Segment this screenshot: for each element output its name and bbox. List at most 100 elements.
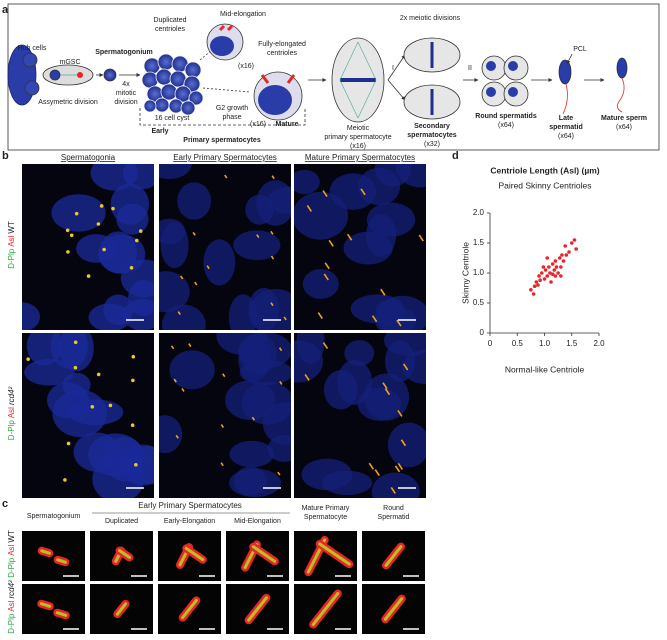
nucleus [120, 259, 154, 298]
micrograph [294, 584, 357, 634]
row-label-part: Asl [7, 407, 16, 418]
label: Early [151, 128, 168, 135]
label: (x16) [350, 143, 366, 150]
nucleus [159, 164, 192, 180]
label: (x16) [250, 121, 266, 128]
centriole [73, 365, 78, 370]
nucleus [169, 350, 215, 390]
row-label: D-Plp AslWT [7, 530, 16, 578]
label: Secondary [414, 123, 450, 130]
micrograph [22, 333, 154, 498]
nucleus [228, 294, 258, 330]
label: Mature Primary [302, 505, 350, 512]
y-axis-label: Skinny Centriole [460, 242, 470, 304]
y-tick-label: 2.0 [473, 208, 485, 217]
point [539, 271, 544, 275]
x-tick-label: 1.0 [539, 339, 551, 348]
nucleus [238, 335, 270, 382]
label: Fully-elongated [258, 41, 306, 48]
point [550, 262, 555, 266]
point [545, 256, 550, 260]
nucleus [387, 422, 426, 468]
nucleus [371, 472, 420, 498]
centriole [194, 281, 198, 286]
centriole [256, 234, 260, 239]
centriole [175, 434, 179, 439]
nucleus [302, 269, 339, 299]
centriole [222, 373, 226, 378]
label: Mature [276, 121, 299, 128]
row-label-part: Asl [7, 600, 16, 611]
point [567, 250, 571, 254]
centriole [138, 229, 143, 233]
micrograph [22, 531, 85, 581]
nucleus [51, 194, 106, 232]
centriole [322, 190, 328, 198]
micrograph-content [22, 164, 154, 330]
nucleus [294, 191, 349, 240]
point [553, 259, 558, 263]
centriole [279, 380, 283, 385]
centriole [317, 312, 323, 319]
centriole [96, 222, 101, 226]
label: 2x meiotic divisions [400, 15, 461, 22]
point [531, 292, 536, 296]
row-label-part: D-Plp [7, 613, 16, 634]
centriole-plp [56, 558, 67, 564]
centriole-plp [39, 602, 52, 608]
nucleus [116, 203, 149, 235]
label: centrioles [155, 26, 185, 33]
micrograph [294, 531, 357, 581]
centriole [206, 265, 210, 270]
row-label-part: Asl [7, 544, 16, 555]
nucleus [76, 234, 116, 263]
x-tick-label: 2.0 [593, 339, 605, 348]
point [559, 265, 563, 269]
label: Round [383, 505, 404, 512]
row-label-part: D-Plp [7, 557, 16, 578]
point [548, 271, 552, 275]
centriole-plp [40, 549, 51, 555]
point [545, 274, 550, 278]
point [543, 268, 548, 272]
centriole [74, 211, 79, 216]
centriole [360, 188, 366, 196]
centriole [130, 423, 135, 427]
row-label-part: rcd4² [7, 386, 16, 405]
centriole [271, 175, 275, 180]
micrograph [226, 531, 289, 581]
centriole [102, 247, 106, 252]
label: 16 cell cyst [155, 115, 190, 122]
centriole [397, 462, 404, 470]
image-bg [158, 531, 221, 581]
x-axis-label: Normal-like Centriole [505, 364, 585, 374]
nucleus [159, 415, 183, 454]
centriole [403, 363, 409, 371]
nucleus [122, 164, 154, 190]
micrograph [90, 531, 153, 581]
nucleus [177, 182, 212, 220]
row-label: D-Plp Aslrcd4² [7, 580, 16, 634]
centriole-plp [247, 596, 268, 622]
micrograph [362, 531, 425, 581]
nucleus [256, 180, 291, 226]
label: Assymetric division [38, 99, 98, 106]
centriole-plp [383, 597, 404, 621]
centriole-plp [311, 591, 340, 627]
centriole [371, 315, 378, 323]
micrograph-content [294, 164, 426, 330]
centriole [129, 266, 134, 270]
point [538, 278, 542, 283]
y-tick-label: 0.5 [473, 298, 485, 307]
nucleus [241, 381, 291, 425]
point [559, 274, 563, 278]
centriole [188, 343, 192, 347]
micrograph [362, 584, 425, 634]
centriole [111, 206, 115, 211]
centriole [394, 465, 401, 473]
label: Spermatogonium [27, 513, 80, 520]
nucleus [50, 333, 89, 369]
label: G2 growth [216, 105, 248, 112]
point [572, 238, 577, 242]
label: Round spermatids [475, 113, 537, 120]
